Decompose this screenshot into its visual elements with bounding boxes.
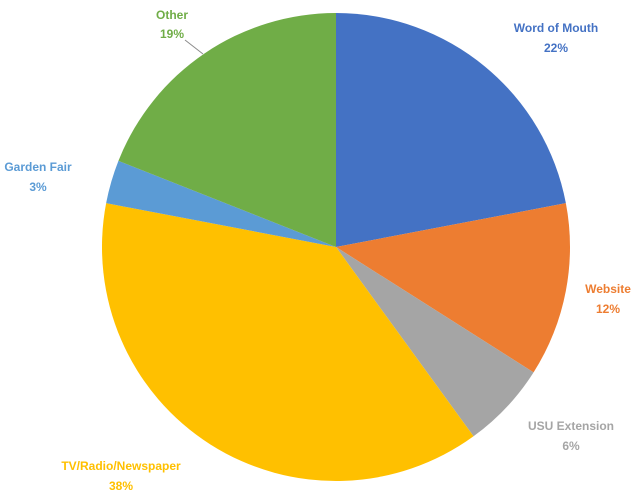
slice-value-label-other: 19% xyxy=(160,27,184,41)
pie-slice-other xyxy=(118,13,337,247)
slice-label-word-of-mouth: Word of Mouth xyxy=(514,21,598,35)
leader-lines-layer xyxy=(184,39,204,55)
pie-slice-usu-extension xyxy=(336,247,534,437)
slice-label-tv-radio-newspaper: TV/Radio/Newspaper xyxy=(61,459,181,473)
slice-value-label-website: 12% xyxy=(596,302,620,316)
pie-slice-garden-fair xyxy=(106,160,336,247)
slices-layer xyxy=(101,13,571,482)
slice-value-label-usu-extension: 6% xyxy=(562,439,580,453)
slice-value-label-garden-fair: 3% xyxy=(29,180,47,194)
slice-value-label-word-of-mouth: 22% xyxy=(544,41,568,55)
pie-slice-word-of-mouth xyxy=(336,13,566,247)
slice-label-website: Website xyxy=(585,282,631,296)
pie-slice-tv-radio-newspaper xyxy=(101,203,474,482)
slice-label-garden-fair: Garden Fair xyxy=(4,160,72,174)
labels-layer: Word of Mouth 22% Website 12% USU Extension 6… xyxy=(4,8,631,493)
slice-value-label-tv-radio-newspaper: 38% xyxy=(109,479,133,493)
pie-slice-website xyxy=(336,203,571,373)
slice-label-other: Other xyxy=(156,8,188,22)
slice-label-usu-extension: USU Extension xyxy=(528,419,614,433)
leader-line-other xyxy=(184,39,204,55)
